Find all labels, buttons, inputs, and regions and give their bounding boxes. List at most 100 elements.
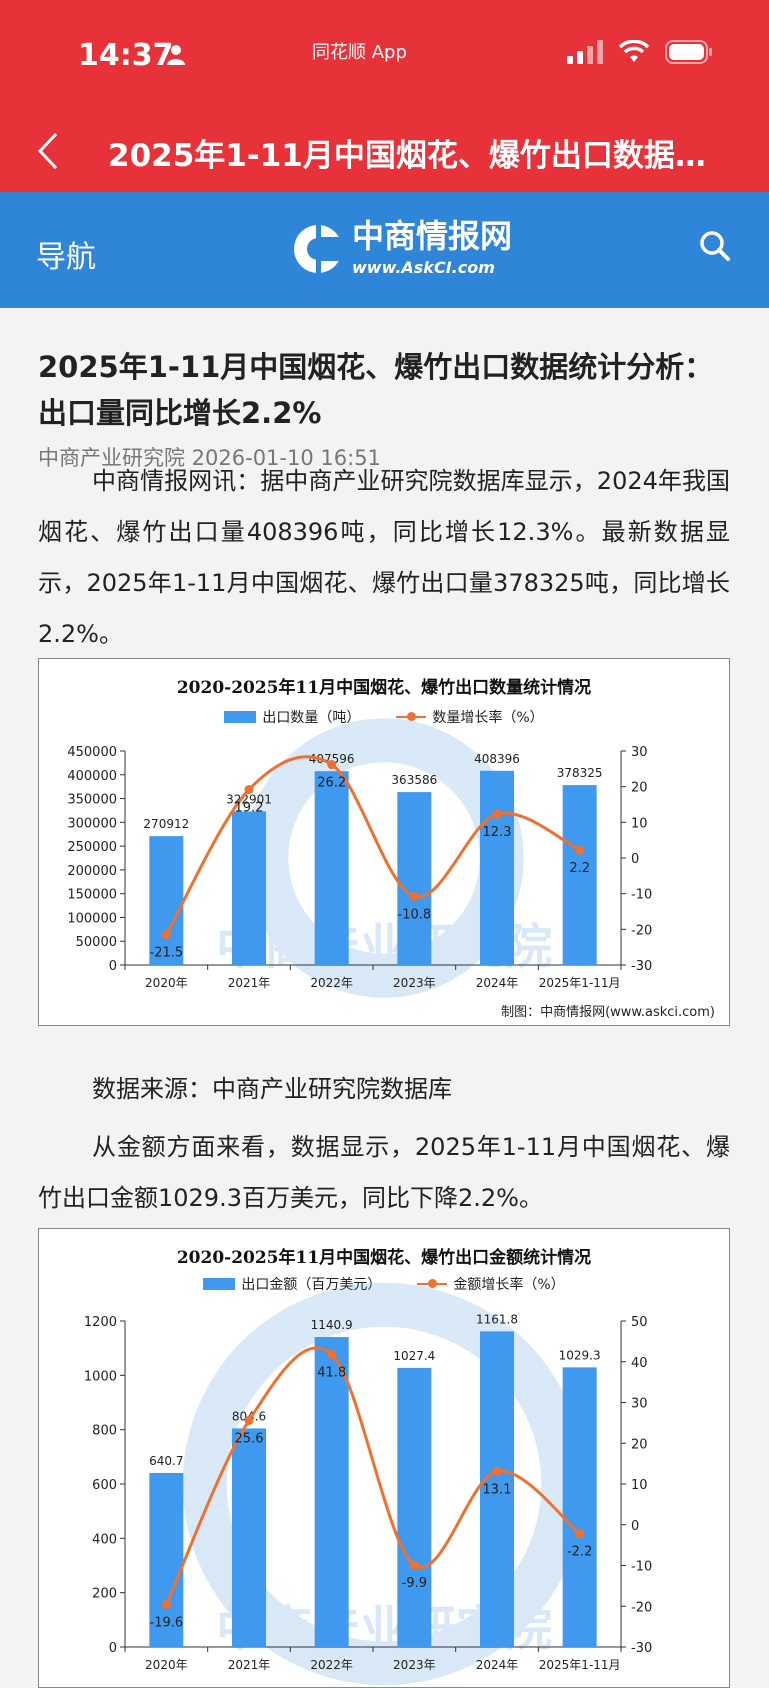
chevron-left-icon [37, 132, 58, 170]
line-data-label: 41.8 [317, 1365, 346, 1380]
chart-legend: 出口金额（百万美元） 金额增长率（%） [39, 1274, 729, 1294]
y-tick-label: 300000 [67, 816, 117, 831]
chart-title: 2020-2025年11月中国烟花、爆竹出口金额统计情况 [176, 1248, 592, 1268]
bar [562, 785, 597, 965]
y2-tick-label: 50 [631, 1315, 648, 1330]
line-point [327, 1349, 337, 1359]
y-tick-label: 400000 [67, 769, 117, 784]
y2-tick-label: 0 [631, 1519, 639, 1534]
bar [232, 811, 266, 965]
y2-tick-label: -20 [631, 1600, 652, 1615]
line-point [575, 1529, 585, 1539]
chart-title: 2020-2025年11月中国烟花、爆竹出口数量统计情况 [176, 678, 592, 698]
y2-tick-label: 40 [631, 1356, 648, 1371]
logo-icon [294, 224, 344, 273]
chart-credit: 制图：中商情报网(www.askci.com) [501, 1005, 715, 1020]
quantity-chart: 2020-2025年11月中国烟花、爆竹出口数量统计情况 出口数量（吨） 数量增… [38, 658, 730, 1026]
back-button[interactable] [28, 126, 68, 176]
y-tick-label: 100000 [67, 911, 117, 926]
x-tick-label: 2021年 [228, 976, 271, 990]
bar [314, 1337, 349, 1647]
y2-tick-label: 30 [631, 1397, 648, 1412]
line-point [244, 1415, 254, 1425]
top-nav-bar: 2025年1-11月中国烟花、爆竹出口数据统计分析 [0, 110, 769, 192]
person-icon [167, 45, 185, 65]
x-tick-label: 2025年1-11月 [539, 1658, 621, 1672]
legend-label: 出口数量（吨） [262, 710, 361, 726]
y2-tick-label: -10 [631, 1560, 652, 1575]
article-meta: 中商产业研究院 2026-01-10 16:51 [38, 446, 381, 470]
bar-data-label: 640.7 [149, 1454, 183, 1468]
site-logo[interactable]: 中商情报网 www.AskCI.com [292, 220, 512, 277]
bar [480, 770, 514, 965]
logo-name: 中商情报网 [352, 217, 513, 255]
line-data-label: 12.3 [483, 825, 512, 840]
bar-data-label: 270912 [143, 817, 189, 831]
bar-data-label: 408396 [474, 752, 520, 766]
legend-label: 数量增长率（%） [432, 710, 544, 726]
x-tick-label: 2024年 [476, 1658, 519, 1672]
bar [397, 792, 432, 965]
y-tick-label: 200 [92, 1587, 117, 1602]
bar [397, 1367, 432, 1647]
line-point [161, 930, 171, 940]
y-tick-label: 800 [92, 1424, 117, 1439]
y2-tick-label: 0 [631, 852, 639, 867]
bar [149, 836, 184, 965]
y-tick-label: 150000 [67, 888, 117, 903]
wifi-icon [619, 40, 649, 62]
bar [149, 1472, 184, 1647]
y-tick-label: 350000 [67, 793, 117, 808]
x-tick-label: 2023年 [393, 1658, 436, 1672]
chart-plot: 中商产业研究院020040060080010001200-30-20-10010… [84, 1282, 652, 1686]
y2-tick-label: -20 [631, 923, 652, 938]
search-button[interactable] [699, 230, 731, 266]
logo-url: www.AskCI.com [352, 258, 495, 277]
chart-plot: 中商产业研究院050000100000150000200000250000300… [67, 718, 652, 998]
x-tick-label: 2020年 [145, 1658, 188, 1672]
y-tick-label: 1200 [84, 1315, 117, 1330]
battery-icon [665, 40, 712, 64]
search-icon [700, 231, 730, 261]
line-point [409, 1560, 419, 1570]
amount-chart: 2020-2025年11月中国烟花、爆竹出口金额统计情况 出口金额（百万美元） … [38, 1228, 730, 1688]
bar-data-label: 407596 [309, 752, 355, 766]
x-tick-label: 2023年 [393, 976, 436, 990]
x-tick-label: 2020年 [145, 976, 188, 990]
y2-tick-label: 30 [631, 745, 648, 760]
y-tick-label: 0 [109, 959, 117, 974]
status-bar: 14:37 同花顺 App [0, 0, 769, 110]
line-data-label: -10.8 [398, 908, 432, 923]
line-data-label: 19.2 [235, 801, 264, 816]
bar-data-label: 378325 [557, 766, 603, 780]
x-tick-label: 2021年 [228, 1658, 271, 1672]
x-tick-label: 2024年 [476, 976, 519, 990]
y2-tick-label: 20 [631, 1437, 648, 1452]
line-data-label: -19.6 [150, 1616, 184, 1631]
x-tick-label: 2022年 [310, 976, 353, 990]
y2-tick-label: -30 [631, 1641, 652, 1656]
article-paragraph-1: 中商情报网讯：据中商产业研究院数据库显示，2024年我国烟花、爆竹出口量4083… [38, 467, 730, 648]
y-tick-label: 250000 [67, 840, 117, 855]
y-tick-label: 400 [92, 1532, 117, 1547]
legend-label: 金额增长率（%） [453, 1277, 565, 1293]
bar-data-label: 363586 [391, 773, 437, 787]
bar-data-label: 1161.8 [476, 1312, 518, 1326]
bar [562, 1367, 597, 1647]
status-time: 14:37 [78, 38, 174, 73]
site-header: 导航 中商情报网 www.AskCI.com [0, 192, 769, 308]
nav-menu-link[interactable]: 导航 [36, 240, 96, 275]
line-point [161, 1600, 171, 1610]
status-app-label: 同花顺 App [312, 42, 407, 63]
line-data-label: -21.5 [150, 946, 184, 961]
y2-tick-label: -10 [631, 888, 652, 903]
line-data-label: -2.2 [567, 1545, 592, 1560]
article-paragraph-2: 数据来源：中商产业研究院数据库 [92, 1075, 452, 1103]
signal-icon [567, 40, 603, 64]
bar-data-label: 1140.9 [311, 1318, 353, 1332]
x-tick-label: 2025年1-11月 [539, 976, 621, 990]
chart-legend: 出口数量（吨） 数量增长率（%） [39, 707, 729, 727]
line-point [492, 1466, 502, 1476]
line-data-label: 13.1 [483, 1482, 512, 1497]
y2-tick-label: 20 [631, 781, 648, 796]
